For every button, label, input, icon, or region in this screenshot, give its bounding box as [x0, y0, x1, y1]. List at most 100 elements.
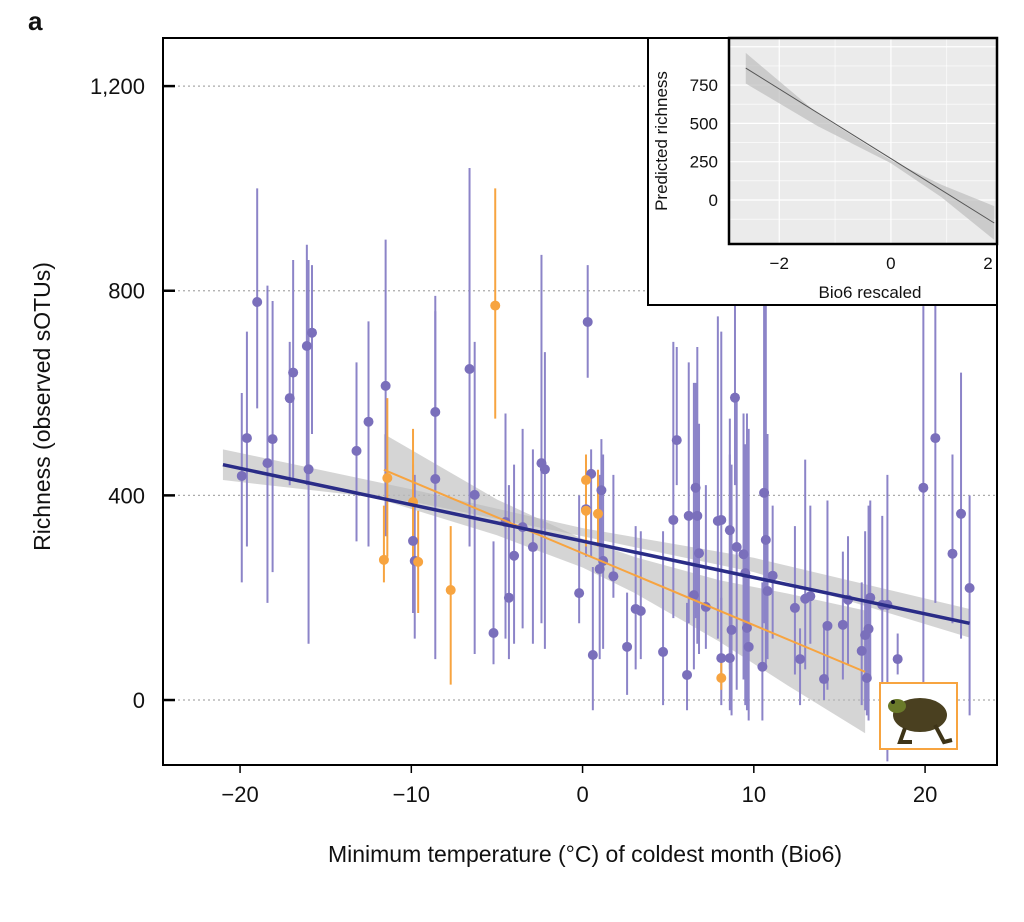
purple-point — [464, 364, 475, 375]
x-tick-label: −20 — [221, 782, 258, 807]
purple-point — [262, 458, 273, 469]
orange-point — [413, 556, 424, 567]
purple-point — [509, 550, 520, 561]
purple-point — [430, 474, 441, 485]
orange-point — [580, 505, 591, 516]
purple-point — [688, 590, 699, 601]
purple-point — [658, 646, 669, 657]
purple-point — [596, 485, 607, 496]
purple-point — [819, 674, 830, 685]
x-tick-label: −10 — [393, 782, 430, 807]
purple-point — [488, 628, 499, 639]
purple-point — [724, 525, 735, 536]
frog-head — [888, 699, 906, 713]
purple-point — [671, 435, 682, 446]
purple-point — [741, 622, 752, 633]
purple-point — [729, 392, 740, 403]
inset-plot: 0 250 500 750 −2 0 2 Bio6 rescaled Predicted ric… — [647, 36, 999, 306]
inset-y-tick-label: 500 — [690, 114, 718, 133]
purple-point — [682, 669, 693, 680]
inset-y-tick-label: 250 — [690, 153, 718, 172]
inset-y-tick-label: 750 — [690, 76, 718, 95]
y-tick-label: 800 — [108, 279, 145, 304]
inset-x-tick-label: 2 — [983, 254, 992, 273]
purple-point — [762, 586, 773, 597]
purple-point — [692, 510, 703, 521]
purple-point — [694, 548, 705, 559]
purple-point — [918, 482, 929, 493]
x-tick-label: 20 — [913, 782, 937, 807]
x-axis-label: Minimum temperature (°C) of coldest mont… — [328, 841, 842, 867]
purple-point — [306, 327, 317, 338]
inset-x-tick-label: −2 — [770, 254, 789, 273]
purple-point — [760, 534, 771, 545]
inset-panel-border — [727, 36, 999, 246]
frog-icon — [879, 682, 958, 750]
orange-point — [445, 585, 456, 596]
purple-point — [837, 619, 848, 630]
purple-point — [683, 510, 694, 521]
inset-y-axis-label: Predicted richness — [652, 71, 671, 211]
purple-point — [757, 661, 768, 672]
purple-point — [539, 464, 550, 475]
purple-point — [716, 653, 727, 664]
y-tick-label: 1,200 — [90, 74, 145, 99]
purple-point — [724, 653, 735, 664]
purple-point — [930, 433, 941, 444]
purple-point — [503, 592, 514, 603]
purple-point — [861, 673, 872, 684]
purple-point — [288, 367, 299, 378]
purple-point — [284, 393, 295, 404]
purple-point — [582, 316, 593, 327]
purple-point — [351, 445, 362, 456]
purple-point — [363, 416, 374, 427]
orange-point — [378, 554, 389, 565]
purple-point — [622, 641, 633, 652]
purple-point — [267, 434, 278, 445]
purple-point — [795, 654, 806, 665]
orange-regression-line — [383, 468, 866, 673]
purple-point — [252, 296, 263, 307]
purple-point — [303, 464, 314, 475]
purple-point — [380, 380, 391, 391]
purple-point — [743, 641, 754, 652]
orange-confidence-band — [383, 433, 866, 734]
purple-point — [608, 571, 619, 582]
purple-point — [716, 514, 727, 525]
inset-y-tick-label: 0 — [709, 191, 718, 210]
frog-body — [893, 698, 947, 732]
purple-point — [863, 623, 874, 634]
purple-point — [301, 340, 312, 351]
purple-point — [956, 508, 967, 519]
inset-line — [745, 67, 995, 224]
orange-point — [580, 475, 591, 486]
orange-point — [716, 673, 727, 684]
purple-point — [587, 650, 598, 661]
purple-point — [805, 591, 816, 602]
inset-x-tick-label: 0 — [886, 254, 895, 273]
purple-point — [594, 564, 605, 575]
purple-point — [789, 602, 800, 613]
inset-x-axis-label: Bio6 rescaled — [818, 283, 921, 302]
frog-legs — [897, 724, 953, 745]
purple-point — [738, 549, 749, 560]
purple-point — [668, 514, 679, 525]
frog-eye — [891, 700, 895, 704]
y-tick-label: 0 — [133, 688, 145, 713]
purple-point — [759, 487, 770, 498]
x-tick-label: 10 — [742, 782, 766, 807]
purple-point — [947, 548, 958, 559]
x-tick-label: 0 — [576, 782, 588, 807]
y-axis-label: Richness (observed sOTUs) — [29, 262, 55, 551]
purple-point — [635, 606, 646, 617]
purple-point — [574, 588, 585, 599]
purple-point — [964, 582, 975, 593]
purple-point — [430, 406, 441, 417]
purple-point — [241, 433, 252, 444]
purple-point — [236, 470, 247, 481]
purple-point — [726, 624, 737, 635]
panel-label: a — [28, 6, 43, 36]
purple-point — [892, 654, 903, 665]
